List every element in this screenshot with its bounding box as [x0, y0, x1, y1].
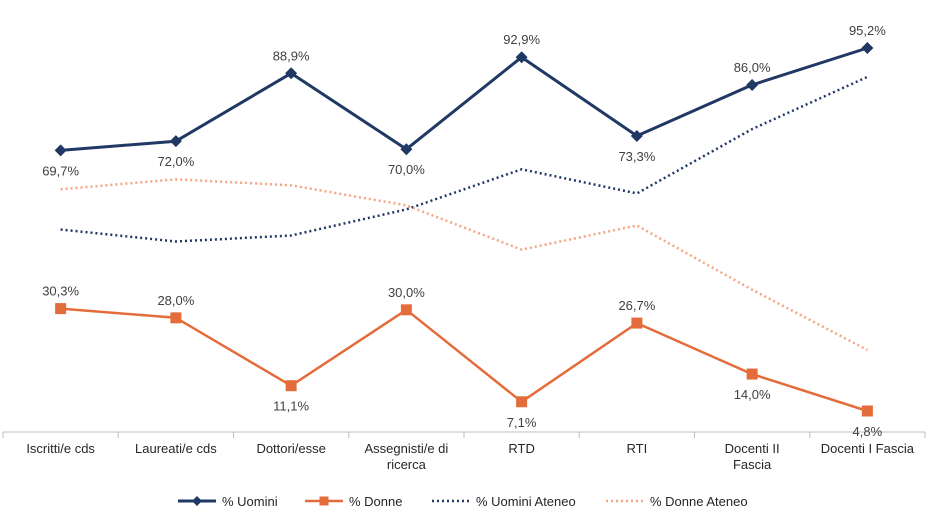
- legend-label: % Donne Ateneo: [650, 494, 748, 509]
- series-line-uomini-ateneo: [60, 75, 868, 243]
- data-label-uomini: 70,0%: [388, 162, 425, 177]
- data-point-uomini: [400, 143, 413, 156]
- data-label-uomini: 72,0%: [157, 154, 194, 169]
- data-point-donne: [170, 312, 182, 324]
- data-point-uomini: [746, 78, 759, 91]
- x-tick-label: Docenti II Fascia: [725, 441, 780, 472]
- data-label-uomini: 73,3%: [618, 149, 655, 164]
- x-tick-label: Iscritti/e cds: [26, 441, 95, 456]
- x-tick-label: Docenti I Fascia: [821, 441, 915, 456]
- legend-item-uomini-ateneo: % Uomini Ateneo: [432, 494, 576, 509]
- data-label-uomini: 86,0%: [734, 60, 771, 75]
- x-tick-label: Dottori/esse: [256, 441, 325, 456]
- data-label-donne: 28,0%: [157, 293, 194, 308]
- data-label-donne: 30,3%: [42, 284, 79, 299]
- data-point-uomini: [169, 135, 182, 148]
- x-tick-label: RTI: [627, 441, 648, 456]
- data-point-uomini: [630, 129, 643, 142]
- data-point-uomini: [54, 144, 67, 157]
- legend-label: % Donne: [349, 494, 402, 509]
- data-point-donne: [861, 405, 873, 417]
- data-label-donne: 30,0%: [388, 285, 425, 300]
- data-label-donne: 14,0%: [734, 387, 771, 402]
- x-tick-label: Laureati/e cds: [135, 441, 217, 456]
- legend-item-donne: % Donne: [305, 494, 402, 509]
- data-point-donne: [516, 396, 528, 408]
- data-point-donne: [746, 368, 758, 380]
- data-point-donne: [55, 303, 67, 315]
- legend-item-donne-ateneo: % Donne Ateneo: [606, 494, 748, 509]
- legend-marker: [192, 496, 202, 506]
- legend-label: % Uomini: [222, 494, 278, 509]
- data-label-donne: 4,8%: [853, 424, 883, 439]
- data-label-uomini: 88,9%: [273, 48, 310, 63]
- data-label-donne: 7,1%: [507, 415, 537, 430]
- data-label-uomini: 92,9%: [503, 32, 540, 47]
- legend-marker: [319, 496, 329, 506]
- data-point-donne: [285, 380, 297, 392]
- data-label-donne: 11,1%: [273, 399, 309, 414]
- legend-item-uomini: % Uomini: [178, 494, 278, 509]
- series-line-uomini: [60, 46, 868, 152]
- data-label-uomini: 95,2%: [849, 23, 886, 38]
- series-line-donne: [60, 307, 868, 413]
- series-line-donne-ateneo: [60, 178, 868, 352]
- data-label-donne: 26,7%: [618, 298, 655, 313]
- data-point-donne: [400, 304, 412, 316]
- x-tick-label: Assegnisti/e di ricerca: [364, 441, 448, 472]
- x-tick-label: RTD: [508, 441, 534, 456]
- data-label-uomini: 69,7%: [42, 163, 79, 178]
- data-point-donne: [631, 317, 643, 329]
- data-point-uomini: [515, 51, 528, 64]
- data-point-uomini: [285, 67, 298, 80]
- data-point-uomini: [861, 42, 874, 54]
- legend-label: % Uomini Ateneo: [476, 494, 576, 509]
